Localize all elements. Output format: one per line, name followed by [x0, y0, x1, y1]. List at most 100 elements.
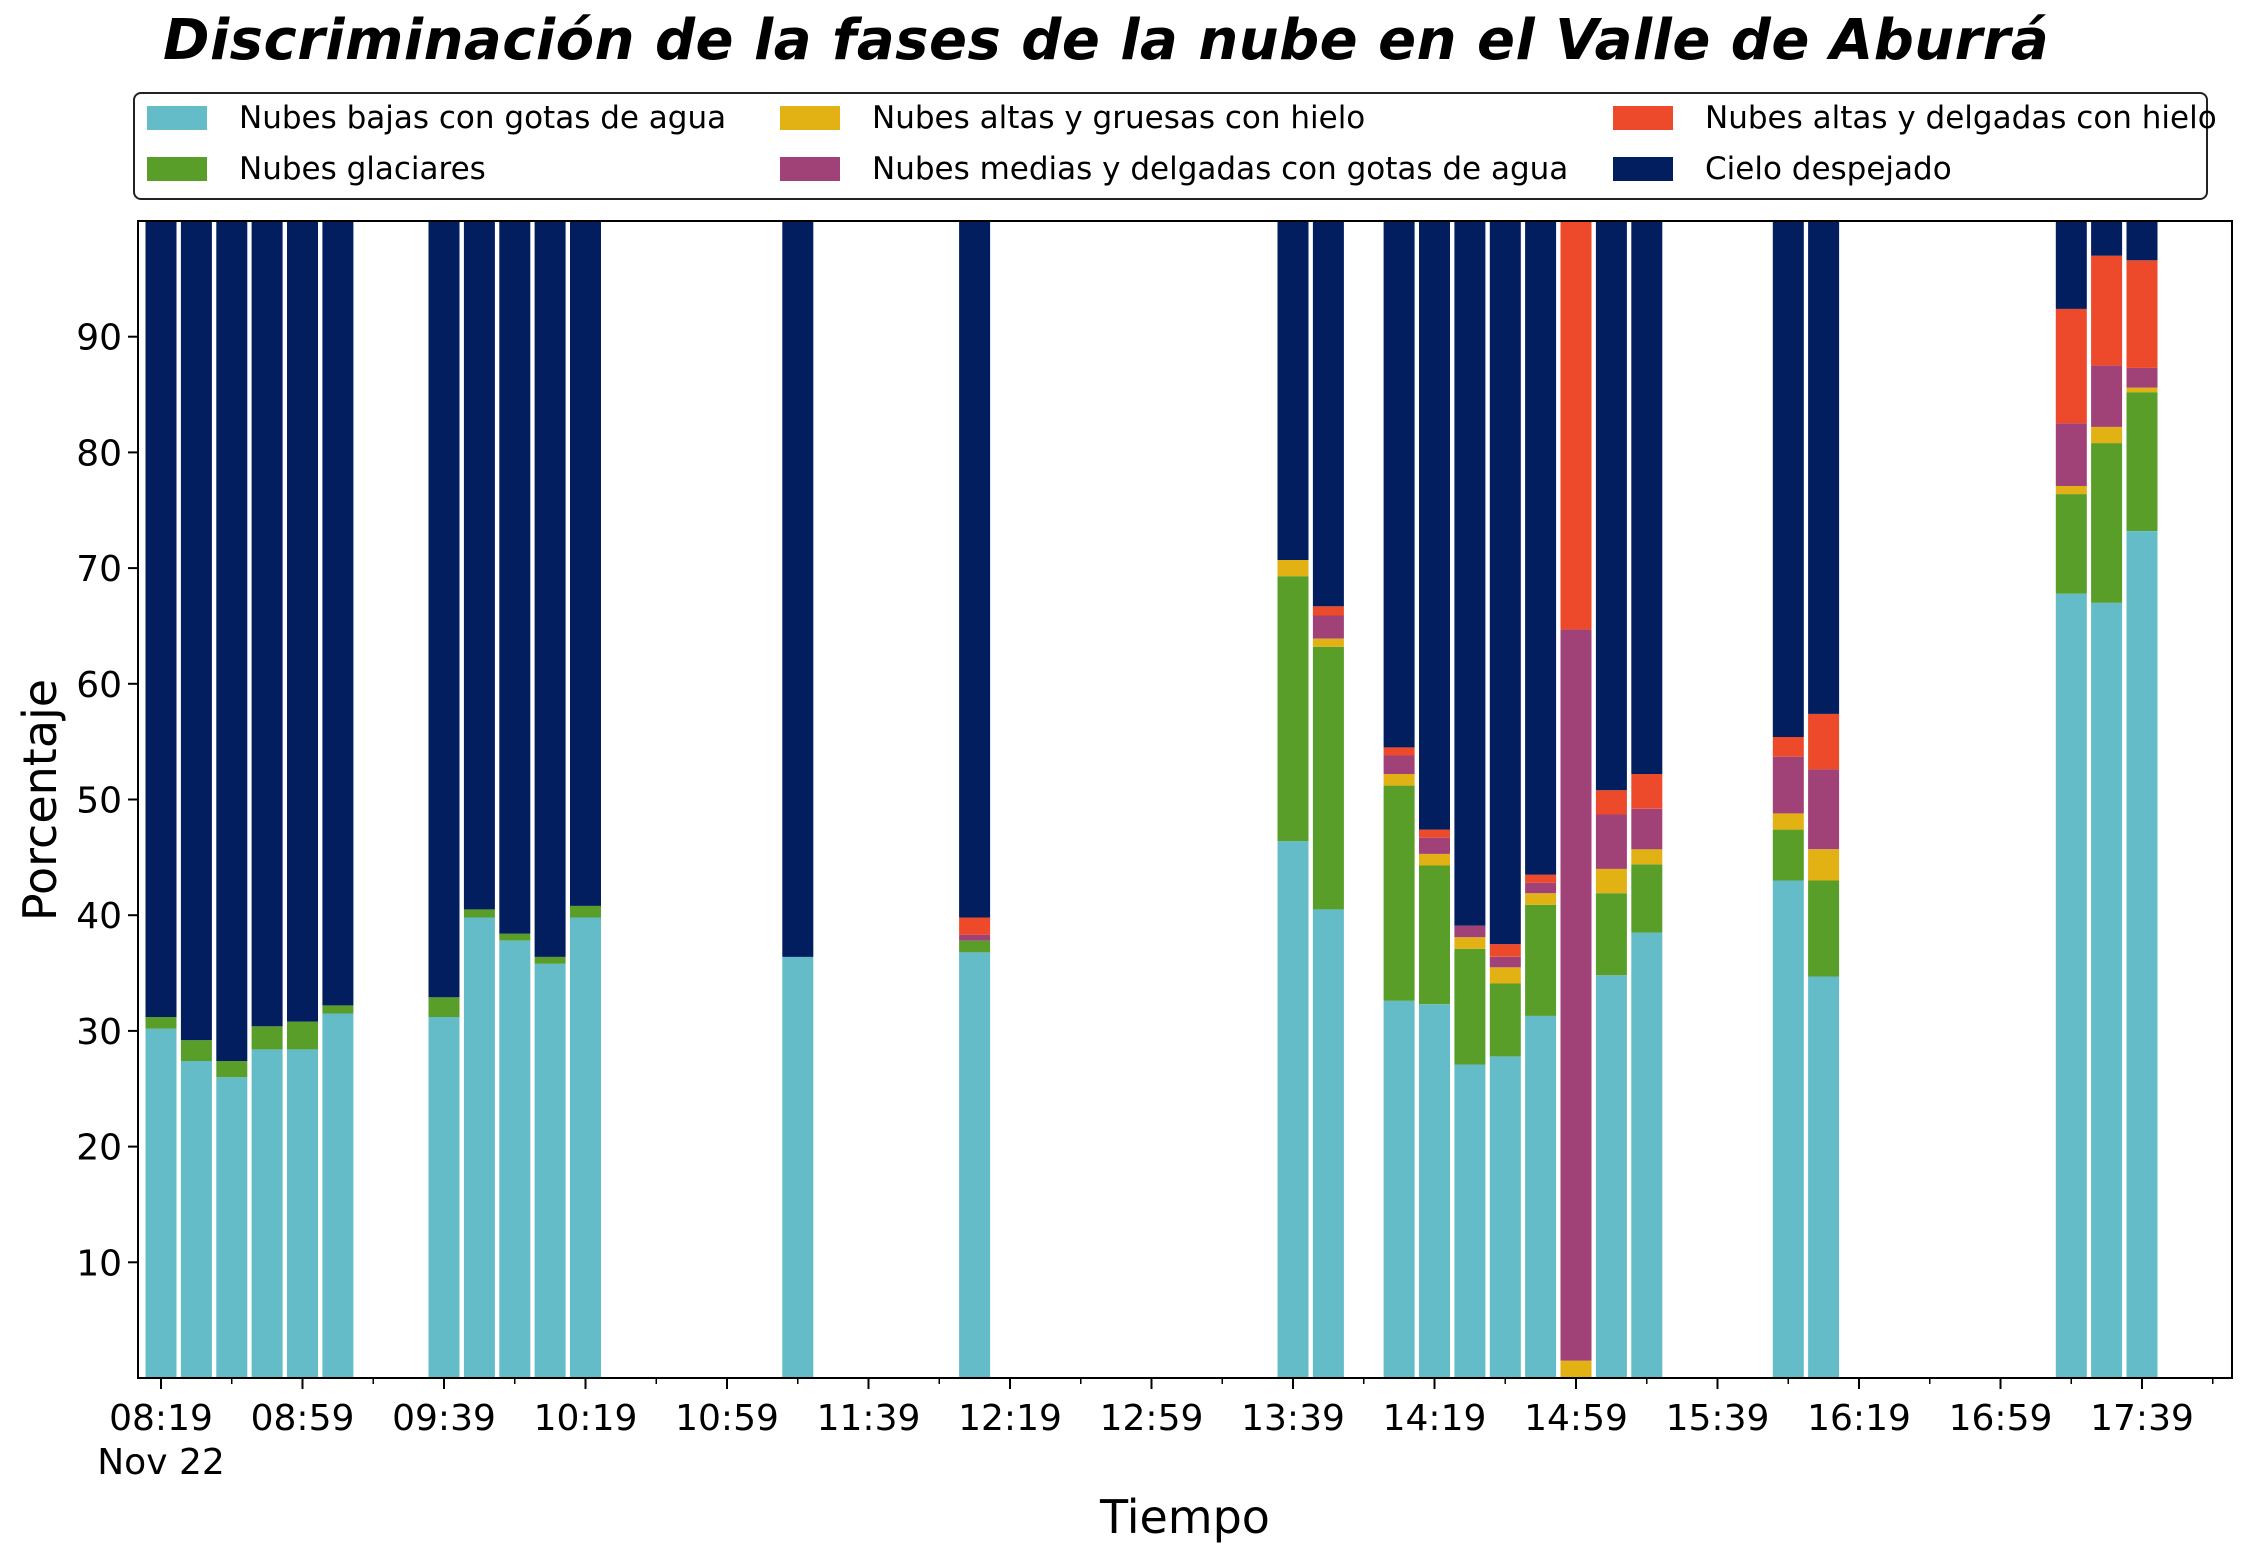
- bar-segment: [782, 956, 814, 1378]
- bar-segment: [570, 221, 601, 906]
- bar-segment: [1419, 837, 1450, 854]
- chart-title: Discriminación de la fases de la nube en…: [163, 8, 2050, 73]
- bar-segment: [2055, 308, 2087, 424]
- bar-segment: [1772, 880, 1804, 1378]
- bar-segment: [499, 221, 531, 934]
- legend-swatch-nubes-bajas: [147, 106, 207, 130]
- bar-segment: [1595, 221, 1627, 791]
- bar-segment: [2055, 486, 2087, 495]
- bar-segment: [1525, 1015, 1557, 1378]
- bar-segment: [1383, 755, 1415, 774]
- bar-segment: [1419, 829, 1450, 838]
- x-date-label: Nov 22: [97, 1442, 225, 1483]
- bar-segment: [1525, 221, 1557, 875]
- bar-segment: [570, 905, 601, 918]
- bar-segment: [216, 1061, 248, 1078]
- bar-segment: [570, 917, 601, 1378]
- bar-segment: [782, 221, 814, 957]
- bar-segment: [534, 956, 566, 964]
- bar-segment: [1808, 713, 1840, 770]
- bar-segment: [2126, 387, 2158, 393]
- legend-item-nubes-medias: Nubes medias y delgadas con gotas de agu…: [780, 149, 1568, 189]
- bar-segment: [2126, 260, 2158, 368]
- legend-swatch-nubes-altas-delgadas: [1613, 106, 1673, 130]
- y-axis-label: Porcentaje: [13, 679, 67, 921]
- bar-segment: [1277, 841, 1309, 1378]
- bar-segment: [959, 952, 991, 1378]
- bar-segment: [287, 1049, 318, 1378]
- bar-segment: [1383, 785, 1415, 1001]
- legend-label-nubes-altas-gruesas: Nubes altas y gruesas con hielo: [872, 100, 1366, 136]
- bar-segment: [1277, 560, 1309, 577]
- bar-segment: [2126, 221, 2158, 261]
- bar-segment: [2091, 255, 2123, 366]
- legend-label-nubes-medias: Nubes medias y delgadas con gotas de agu…: [872, 151, 1569, 187]
- legend-item-nubes-altas-delgadas: Nubes altas y delgadas con hielo: [1613, 98, 2217, 138]
- bar-segment: [428, 1017, 460, 1378]
- bar-segment: [1383, 1000, 1415, 1378]
- bar-segment: [2091, 221, 2123, 256]
- x-tick-label: 14:19: [1383, 1398, 1487, 1439]
- bar-segment: [1772, 813, 1804, 830]
- legend-label-nubes-glaciares: Nubes glaciares: [239, 151, 486, 187]
- bar-segment: [2091, 443, 2123, 603]
- legend-swatch-nubes-altas-gruesas: [780, 106, 840, 130]
- bar-segment: [1383, 221, 1415, 748]
- bar-segment: [1631, 808, 1663, 850]
- bar-segment: [1312, 646, 1344, 910]
- bar-segment: [534, 221, 566, 957]
- bar-segment: [1808, 880, 1840, 977]
- bar-segment: [1525, 904, 1557, 1016]
- bar-segment: [499, 940, 531, 1378]
- y-tick-label: 50: [76, 781, 122, 822]
- bar-segment: [2091, 426, 2123, 444]
- bar-segment: [1489, 1056, 1521, 1378]
- bar-segment: [1595, 790, 1627, 815]
- bar-segment: [2055, 423, 2087, 486]
- bar-segment: [1419, 865, 1450, 1005]
- y-tick-label: 10: [76, 1243, 122, 1284]
- bar-segment: [145, 1017, 177, 1029]
- x-axis: 08:19 08:59 09:39 10:19 10:59 11:39 12:19 12:59…: [109, 1378, 2214, 1439]
- legend-swatch-nubes-glaciares: [147, 157, 207, 181]
- bar-segment: [1454, 937, 1486, 949]
- bar-segment: [1489, 944, 1521, 957]
- bar-segment: [1419, 1004, 1450, 1378]
- bar-segment: [463, 917, 495, 1378]
- bar-segment: [1312, 606, 1344, 616]
- bar-segment: [1772, 756, 1804, 814]
- bar-segment: [180, 1040, 212, 1061]
- bar-segment: [959, 934, 991, 941]
- bar-segment: [1525, 893, 1557, 905]
- bar-segment: [959, 917, 991, 935]
- legend-label-nubes-altas-delgadas: Nubes altas y delgadas con hielo: [1705, 100, 2217, 136]
- bar-segment: [1383, 747, 1415, 756]
- bar-segment: [322, 1013, 354, 1378]
- bar-segment: [1312, 221, 1344, 607]
- y-tick-label: 90: [76, 318, 122, 359]
- bar-segment: [1631, 221, 1663, 774]
- bar-segment: [1631, 864, 1663, 933]
- x-tick-label: 16:19: [1807, 1398, 1911, 1439]
- bar-segment: [1454, 948, 1486, 1065]
- bar-segment: [1560, 1360, 1592, 1378]
- x-tick-label: 14:59: [1524, 1398, 1628, 1439]
- legend-item-nubes-bajas: Nubes bajas con gotas de agua: [147, 98, 726, 138]
- bar-segment: [287, 1021, 318, 1050]
- bars-layer: [145, 221, 2158, 1378]
- x-tick-label: 12:59: [1100, 1398, 1204, 1439]
- bar-segment: [959, 221, 991, 918]
- bar-segment: [1489, 956, 1521, 968]
- bar-segment: [1595, 975, 1627, 1378]
- bar-segment: [322, 1005, 354, 1014]
- bar-segment: [2055, 221, 2087, 309]
- bar-segment: [1560, 221, 1592, 630]
- x-tick-label: 08:59: [251, 1398, 355, 1439]
- legend-label-cielo-despejado: Cielo despejado: [1705, 151, 1952, 187]
- bar-segment: [1595, 868, 1627, 894]
- bar-segment: [1808, 976, 1840, 1378]
- y-tick-label: 80: [76, 433, 122, 474]
- x-tick-label: 09:39: [392, 1398, 496, 1439]
- bar-segment: [145, 221, 177, 1017]
- bar-segment: [499, 933, 531, 941]
